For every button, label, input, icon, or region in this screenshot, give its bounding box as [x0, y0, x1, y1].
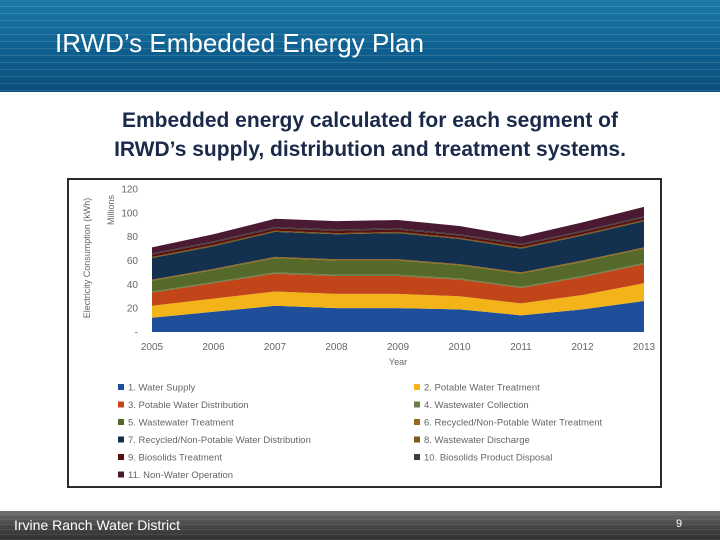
legend-swatch: [118, 436, 124, 443]
y-unit-label: Millions: [106, 195, 116, 226]
legend-swatch: [118, 454, 124, 460]
footer-texture-line: [0, 524, 720, 525]
x-tick-label: 2006: [202, 342, 225, 353]
legend-label: 8. Wastewater Discharge: [424, 435, 530, 446]
subtitle-line-1: Embedded energy calculated for each segm…: [122, 109, 618, 132]
header-texture-line: [0, 20, 720, 21]
slide-subtitle: Embedded energy calculated for each segm…: [20, 106, 720, 164]
area-series-7: [152, 221, 644, 280]
slide-title: IRWD’s Embedded Energy Plan: [55, 28, 425, 58]
footer-texture-line: [0, 514, 720, 515]
header-texture-line: [0, 13, 720, 14]
legend-label: 6. Recycled/Non-Potable Water Treatment: [424, 418, 602, 429]
header-texture-line: [0, 48, 720, 49]
legend-swatch: [414, 436, 420, 443]
legend-label: 1. Water Supply: [128, 383, 195, 394]
legend-swatch: [118, 401, 124, 408]
x-tick-label: 2007: [264, 342, 287, 353]
header-texture-line: [0, 27, 720, 28]
x-tick-label: 2005: [141, 342, 164, 353]
x-axis-title: Year: [389, 357, 407, 367]
legend-label: 3. Potable Water Distribution: [128, 400, 249, 411]
header-texture-line: [0, 62, 720, 63]
x-tick-label: 2008: [325, 342, 348, 353]
header-texture-line: [0, 69, 720, 70]
legend-label: 2. Potable Water Treatment: [424, 383, 540, 394]
page-number: 9: [676, 518, 683, 530]
legend-label: 11. Non-Water Operation: [128, 470, 233, 481]
header-texture-line: [0, 34, 720, 35]
footer-org-name: Irvine Ranch Water District: [14, 517, 180, 533]
y-tick-label: 80: [127, 232, 139, 243]
y-tick-label: 20: [127, 304, 139, 315]
x-tick-label: 2009: [387, 342, 410, 353]
footer-bar: Irvine Ranch Water District 9: [0, 511, 720, 540]
area-series-5: [152, 248, 644, 292]
legend-label: 9. Biosolids Treatment: [128, 453, 222, 464]
footer-texture-line: [0, 534, 720, 535]
header-texture-line: [0, 90, 720, 91]
legend-swatch: [414, 454, 420, 460]
x-tick-label: 2013: [633, 342, 656, 353]
x-tick-label: 2011: [510, 342, 532, 353]
legend-swatch: [118, 419, 124, 425]
y-tick-label: 100: [121, 208, 138, 219]
legend-label: 4. Wastewater Collection: [424, 400, 529, 411]
footer-texture-line: [0, 529, 720, 530]
legend-label: 7. Recycled/Non-Potable Water Distributi…: [128, 435, 311, 446]
header-texture-line: [0, 6, 720, 7]
x-tick-label: 2010: [448, 342, 471, 353]
title-bar: [0, 0, 720, 92]
area-series-10: [152, 216, 644, 255]
x-tick-label: 2012: [571, 342, 594, 353]
y-tick-label: -: [135, 328, 138, 339]
y-tick-label: 40: [127, 280, 139, 291]
y-tick-label: 120: [121, 185, 138, 196]
area-series-9: [152, 217, 644, 257]
legend-swatch: [414, 384, 420, 390]
y-tick-label: 60: [127, 256, 139, 267]
header-texture-line: [0, 55, 720, 56]
y-axis-title: Electricity Consumption (kWh): [82, 198, 92, 319]
legend-label: 5. Wastewater Treatment: [128, 418, 234, 429]
legend-swatch: [414, 419, 420, 425]
legend-swatch: [118, 384, 124, 390]
area-series-11: [152, 206, 644, 254]
legend-swatch: [118, 471, 124, 478]
header-texture-line: [0, 41, 720, 42]
header-texture-line: [0, 83, 720, 84]
area-series-2: [152, 283, 644, 318]
footer-texture-line: [0, 519, 720, 520]
area-series-3: [152, 264, 644, 306]
area-series-1: [152, 301, 644, 332]
header-texture-line: [0, 76, 720, 77]
subtitle-line-2: IRWD’s supply, distribution and treatmen…: [114, 138, 626, 161]
legend-label: 10. Biosolids Product Disposal: [424, 453, 552, 464]
legend-swatch: [414, 401, 420, 408]
